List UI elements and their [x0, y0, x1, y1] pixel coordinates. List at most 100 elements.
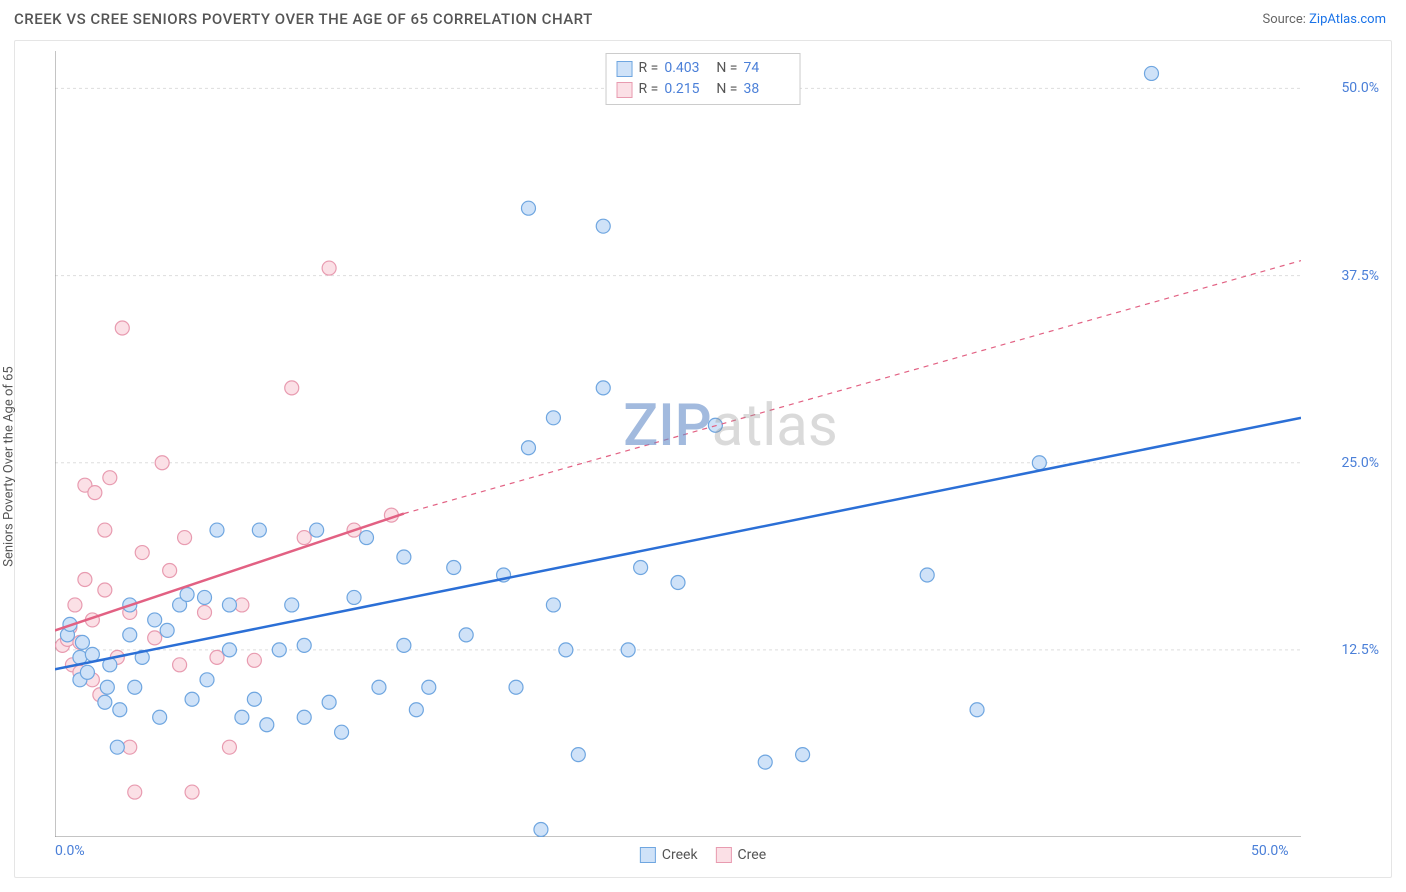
chart-container: Seniors Poverty Over the Age of 65 ZIPat… — [14, 40, 1392, 878]
y-tick-label: 37.5% — [1341, 268, 1379, 284]
data-point — [671, 575, 685, 589]
data-point — [596, 381, 610, 395]
scatter-plot — [55, 51, 1301, 837]
x-tick-label: 50.0% — [1251, 843, 1289, 859]
data-point — [222, 740, 236, 754]
data-point — [571, 748, 585, 762]
data-point — [422, 680, 436, 694]
data-point — [634, 561, 648, 575]
data-point — [970, 703, 984, 717]
regression-line-creek — [55, 418, 1301, 670]
data-point — [1144, 66, 1158, 80]
y-tick-label: 12.5% — [1341, 642, 1379, 658]
data-point — [155, 456, 169, 470]
data-point — [75, 635, 89, 649]
data-point — [98, 695, 112, 709]
data-point — [113, 703, 127, 717]
correlation-row-cree: R = 0.215 N = 38 — [617, 79, 790, 100]
data-point — [322, 695, 336, 709]
data-point — [68, 598, 82, 612]
data-point — [180, 587, 194, 601]
swatch-cree — [617, 82, 633, 98]
data-point — [160, 623, 174, 637]
r-value-creek: 0.403 — [664, 58, 710, 79]
data-point — [163, 564, 177, 578]
data-point — [521, 201, 535, 215]
swatch-creek — [617, 61, 633, 77]
data-point — [397, 638, 411, 652]
data-point — [596, 219, 610, 233]
regression-dash-cree — [404, 261, 1301, 514]
data-point — [173, 658, 187, 672]
chart-header: CREEK VS CREE SENIORS POVERTY OVER THE A… — [0, 0, 1406, 36]
data-point — [1032, 456, 1046, 470]
data-point — [347, 590, 361, 604]
data-point — [447, 561, 461, 575]
data-point — [80, 665, 94, 679]
data-point — [534, 823, 548, 837]
n-value-cree: 38 — [743, 79, 789, 100]
source-prefix: Source: — [1262, 12, 1309, 27]
chart-title: CREEK VS CREE SENIORS POVERTY OVER THE A… — [14, 10, 593, 28]
data-point — [148, 613, 162, 627]
data-point — [235, 710, 249, 724]
data-point — [98, 583, 112, 597]
data-point — [521, 441, 535, 455]
data-point — [103, 471, 117, 485]
data-point — [198, 590, 212, 604]
r-value-cree: 0.215 — [664, 79, 710, 100]
data-point — [135, 546, 149, 560]
legend-label-creek: Creek — [662, 847, 698, 863]
data-point — [372, 680, 386, 694]
x-tick-label: 0.0% — [55, 843, 85, 859]
data-point — [297, 638, 311, 652]
correlation-row-creek: R = 0.403 N = 74 — [617, 58, 790, 79]
data-point — [185, 785, 199, 799]
data-point — [78, 572, 92, 586]
bottom-legend: Creek Cree — [640, 847, 766, 863]
data-point — [559, 643, 573, 657]
legend-swatch-creek — [640, 847, 656, 863]
data-point — [148, 631, 162, 645]
data-point — [200, 673, 214, 687]
data-point — [546, 411, 560, 425]
data-point — [335, 725, 349, 739]
data-point — [198, 605, 212, 619]
source-attribution: Source: ZipAtlas.com — [1262, 12, 1386, 27]
y-tick-label: 50.0% — [1341, 80, 1379, 96]
data-point — [546, 598, 560, 612]
legend-swatch-cree — [716, 847, 732, 863]
data-point — [222, 643, 236, 657]
data-point — [85, 647, 99, 661]
legend-item-creek: Creek — [640, 847, 698, 863]
data-point — [100, 680, 114, 694]
data-point — [310, 523, 324, 537]
data-point — [185, 692, 199, 706]
data-point — [409, 703, 423, 717]
data-point — [98, 523, 112, 537]
data-point — [210, 650, 224, 664]
legend-label-cree: Cree — [738, 847, 767, 863]
y-axis-label: Seniors Poverty Over the Age of 65 — [2, 366, 17, 566]
data-point — [920, 568, 934, 582]
data-point — [115, 321, 129, 335]
data-point — [210, 523, 224, 537]
data-point — [247, 653, 261, 667]
data-point — [796, 748, 810, 762]
data-point — [621, 643, 635, 657]
n-label: N = — [716, 58, 737, 79]
y-tick-label: 25.0% — [1341, 455, 1379, 471]
data-point — [123, 628, 137, 642]
data-point — [88, 486, 102, 500]
source-link[interactable]: ZipAtlas.com — [1309, 12, 1386, 27]
data-point — [153, 710, 167, 724]
data-point — [285, 598, 299, 612]
data-point — [110, 740, 124, 754]
data-point — [260, 718, 274, 732]
data-point — [252, 523, 266, 537]
data-point — [509, 680, 523, 694]
data-point — [285, 381, 299, 395]
legend-item-cree: Cree — [716, 847, 767, 863]
n-label: N = — [716, 79, 737, 100]
data-point — [322, 261, 336, 275]
